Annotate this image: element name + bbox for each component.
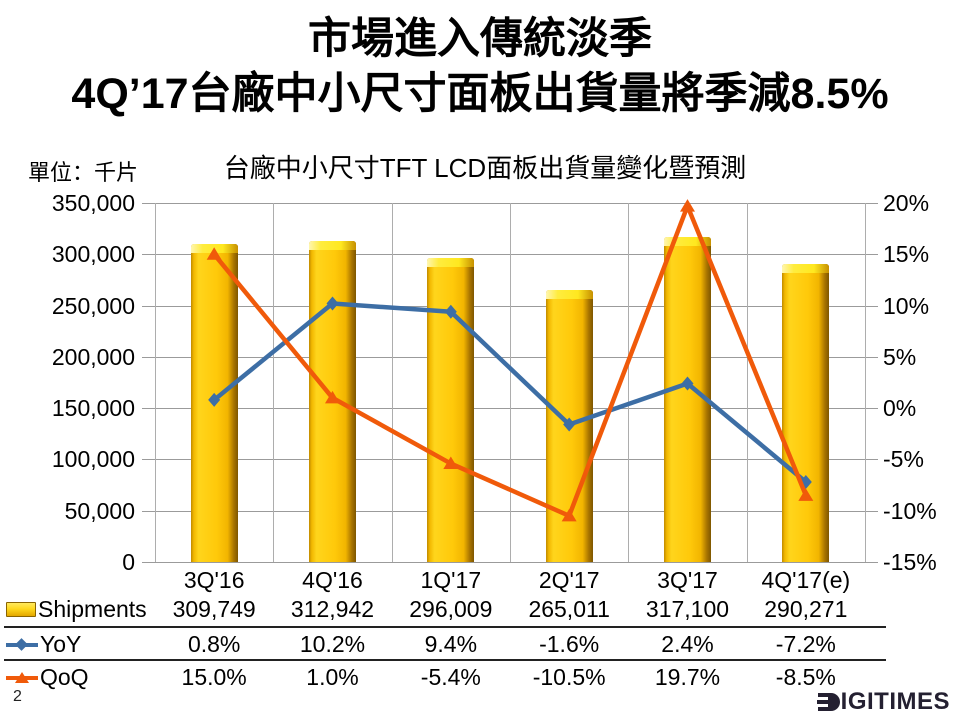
table-cell: 309,749 (172, 596, 256, 622)
table-cell: 2.4% (661, 631, 714, 657)
bar-legend-icon (6, 602, 36, 617)
qoq-marker-triangle (206, 247, 222, 260)
y-axis-label-left: 250,000 (51, 292, 135, 319)
slide-title: 市場進入傳統淡季 4Q’17台廠中小尺寸面板出貨量將季減8.5% (0, 12, 960, 122)
table-cell: 10.2% (299, 631, 366, 657)
table-cell: 317,100 (645, 596, 730, 622)
x-axis-label: 1Q'17 (420, 567, 482, 593)
v-gridline (746, 203, 748, 562)
digitimes-logo: IGITIMES (816, 688, 950, 716)
y-axis-label-left: 0 (122, 549, 135, 575)
table-cell: -1.6% (539, 631, 600, 657)
qoq-line (212, 203, 808, 519)
table-cell: 0.8% (187, 631, 241, 657)
h-gridline (142, 562, 878, 563)
y-axis-label-right: 15% (883, 241, 930, 268)
table-cell: 15.0% (181, 664, 247, 690)
y-axis-label-right: 0% (883, 395, 917, 422)
v-gridline (155, 203, 156, 562)
shipments-row: Shipments 309,749 312,942 296,009 265,011 317… (4, 593, 886, 626)
y-axis-label-right: -5% (883, 446, 924, 473)
y-axis-label-left: 200,000 (51, 343, 135, 370)
table-cell: -10.5% (532, 664, 606, 690)
table-cell: 290,271 (764, 596, 848, 622)
y-axis-label-left: 350,000 (51, 190, 135, 216)
unit-label: 單位：千片 (28, 160, 139, 185)
x-axis-label: 3Q'16 (183, 567, 245, 593)
qoq-marker-triangle (798, 488, 814, 501)
v-gridline (865, 203, 866, 562)
v-gridline (391, 203, 393, 562)
yoy-marker-diamond (444, 304, 457, 319)
series-label: YoY (40, 631, 82, 657)
v-gridline (273, 203, 275, 562)
v-gridline (628, 203, 630, 562)
yoy-marker-diamond (326, 296, 339, 311)
qoq-marker-triangle (325, 390, 340, 404)
y-axis-label-right: -15% (883, 549, 937, 575)
yoy-legend: YoY (6, 628, 81, 661)
v-gridline (510, 203, 511, 562)
table-cell: 1.0% (306, 664, 359, 690)
yoy-marker-diamond (208, 392, 221, 407)
table-cell: -8.5% (775, 664, 836, 690)
x-axis-label: 3Q'17 (657, 567, 718, 593)
chart-title: 台廠中小尺寸TFT LCD面板出貨量變化暨預測 (223, 153, 747, 183)
table-cell: 312,942 (290, 596, 375, 622)
y-axis-label-right: -10% (883, 497, 937, 524)
y-axis-label-left: 50,000 (64, 497, 135, 524)
line-diamond-legend-icon (6, 637, 38, 652)
qoq-legend: QoQ (6, 661, 89, 694)
y-axis-label-right: 5% (883, 343, 917, 370)
series-label: Shipments (38, 596, 147, 622)
yoy-row: YoY 0.8% 10.2% 9.4% -1.6% 2.4% -7.2% (4, 626, 886, 661)
digitimes-d-icon (816, 693, 840, 711)
table-cell: -5.4% (420, 664, 481, 690)
qoq-marker-triangle (443, 456, 459, 470)
logo-text: IGITIMES (840, 688, 950, 715)
qoq-row: QoQ 15.0% 1.0% -5.4% -10.5% 19.7% -8.5% (4, 659, 886, 694)
qoq-marker-triangle (680, 199, 695, 212)
shipments-legend: Shipments (6, 593, 147, 626)
shipments-bar (782, 264, 830, 562)
y-axis-label-right: 10% (883, 292, 930, 319)
yoy-line (212, 301, 808, 484)
y-axis-label-left: 150,000 (51, 395, 135, 422)
x-axis-label: 2Q'17 (538, 567, 600, 593)
y-axis-label-left: 100,000 (51, 446, 135, 473)
yoy-marker-diamond (563, 417, 576, 432)
table-cell: 296,009 (409, 596, 493, 622)
x-axis-label: 4Q'17(e) (761, 567, 851, 593)
yoy-marker-diamond (681, 376, 694, 391)
page-number: 2 (13, 688, 22, 705)
slide-title-line2: 4Q’17台廠中小尺寸面板出貨量將季減8.5% (71, 70, 889, 119)
x-axis-label: 4Q'16 (302, 567, 363, 593)
qoq-marker-triangle (561, 508, 577, 522)
table-cell: -7.2% (775, 631, 836, 657)
y-axis-label-right: 20% (883, 190, 930, 216)
table-cell: 19.7% (654, 664, 721, 690)
slide-title-line1: 市場進入傳統淡季 (308, 15, 652, 63)
y-axis-label-left: 300,000 (51, 241, 135, 268)
table-cell: 265,011 (528, 596, 610, 622)
series-label: QoQ (40, 664, 89, 690)
line-triangle-legend-icon (6, 671, 38, 685)
table-cell: 9.4% (424, 631, 478, 657)
